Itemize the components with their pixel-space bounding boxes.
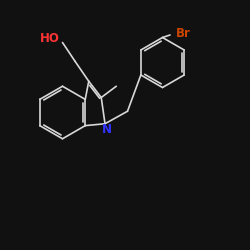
Text: Br: Br	[176, 27, 191, 40]
Text: HO: HO	[40, 32, 60, 45]
Text: N: N	[102, 123, 112, 136]
